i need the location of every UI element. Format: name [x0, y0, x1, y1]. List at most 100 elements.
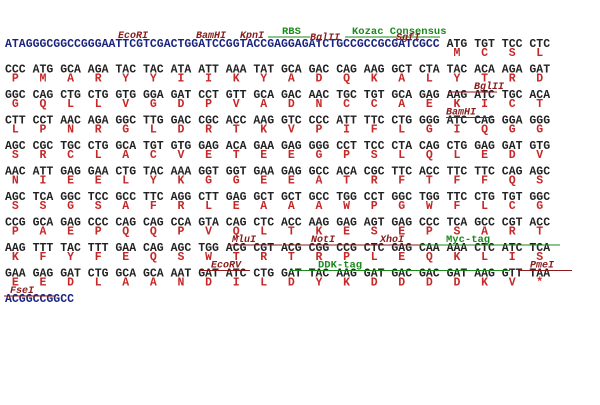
codon: GAG	[336, 217, 357, 230]
codon: GAA	[253, 140, 274, 153]
amino-acid: T	[536, 98, 543, 111]
codon: CCT	[198, 89, 219, 102]
amino-acid: E	[398, 251, 405, 264]
codon: GGA	[502, 115, 523, 128]
codon: GCA	[60, 64, 81, 77]
codon: AGC	[5, 140, 26, 153]
amino-acid: Y	[315, 277, 322, 290]
amino-acid: R	[260, 251, 267, 264]
amino-acid: E	[426, 98, 433, 111]
amino-acid: L	[398, 124, 405, 137]
codon: TGG	[198, 242, 219, 255]
codon: GAA	[253, 166, 274, 179]
codon: GTA	[198, 217, 219, 230]
codon: TGC	[60, 140, 81, 153]
amino-acid: E	[260, 175, 267, 188]
codon: ACC	[419, 166, 440, 179]
codon: TAC	[115, 64, 136, 77]
amino-acid: W	[343, 200, 350, 213]
amino-acid: T	[426, 175, 433, 188]
amino-acid: S	[12, 149, 19, 162]
codon: CAG	[226, 217, 247, 230]
amino-acid: S	[12, 200, 19, 213]
codon: GGC	[60, 191, 81, 204]
codon: GAT	[502, 140, 523, 153]
amino-acid: Y	[122, 73, 129, 86]
codon: CAG	[143, 217, 164, 230]
codon: CTC	[529, 38, 550, 51]
codon: CTG	[88, 140, 109, 153]
amino-acid: A	[122, 277, 129, 290]
amino-acid: L	[12, 124, 19, 137]
amino-acid: V	[122, 98, 129, 111]
codon: TCC	[502, 38, 523, 51]
codon: ATT	[198, 64, 219, 77]
codon: CTT	[5, 115, 26, 128]
amino-acid: M	[39, 73, 46, 86]
codon: CCG	[5, 217, 26, 230]
amino-acid: E	[343, 226, 350, 239]
codon: GCA	[253, 89, 274, 102]
codon: AGC	[171, 242, 192, 255]
amino-acid: C	[371, 98, 378, 111]
amino-acid: E	[398, 226, 405, 239]
codon: GAG	[198, 140, 219, 153]
feature-label: BglII	[474, 81, 504, 93]
amino-acid: Q	[509, 175, 516, 188]
codon: GAC	[281, 89, 302, 102]
dna-sequence: ATAGGGCGGCCGGGAATTCGTCGACTGGATCCGGTACCGA…	[5, 38, 440, 51]
amino-acid: E	[288, 149, 295, 162]
amino-acid: F	[150, 200, 157, 213]
codon: GTC	[281, 115, 302, 128]
amino-acid: A	[122, 200, 129, 213]
codon: TCA	[447, 217, 468, 230]
codon: TTC	[143, 191, 164, 204]
amino-acid: K	[453, 251, 460, 264]
codon: GCC	[115, 191, 136, 204]
amino-acid: C	[509, 200, 516, 213]
codon: GAC	[309, 64, 330, 77]
codon: GGG	[529, 115, 550, 128]
codon: CTG	[474, 191, 495, 204]
amino-acid: A	[260, 200, 267, 213]
codon: CGC	[33, 140, 54, 153]
amino-acid: K	[12, 251, 19, 264]
feature-label: BglII	[310, 32, 340, 44]
codon: GGC	[115, 115, 136, 128]
codon: CCC	[5, 64, 26, 77]
amino-acid: I	[343, 124, 350, 137]
codon: CCC	[419, 217, 440, 230]
amino-acid: R	[315, 251, 322, 264]
amino-acid: I	[205, 73, 212, 86]
amino-acid: R	[371, 175, 378, 188]
codon: AGA	[88, 115, 109, 128]
codon: AGA	[502, 64, 523, 77]
amino-acid: L	[205, 200, 212, 213]
codon: GTT	[226, 89, 247, 102]
amino-acid: E	[481, 149, 488, 162]
codon: CGC	[364, 166, 385, 179]
amino-acid: D	[315, 73, 322, 86]
codon: ACA	[226, 140, 247, 153]
amino-acid: I	[481, 98, 488, 111]
codon: TGT	[143, 140, 164, 153]
codon: ACA	[474, 64, 495, 77]
amino-acid: G	[536, 200, 543, 213]
codon: CTC	[253, 217, 274, 230]
codon: CAG	[336, 64, 357, 77]
codon: GCC	[309, 166, 330, 179]
amino-acid: Y	[150, 73, 157, 86]
amino-acid: R	[95, 73, 102, 86]
amino-acid: L	[371, 251, 378, 264]
feature-label: MluI	[231, 234, 256, 246]
codon: TGC	[502, 89, 523, 102]
codon: TAC	[60, 242, 81, 255]
amino-acid: S	[509, 47, 516, 60]
codon: CTG	[447, 140, 468, 153]
amino-acid: K	[481, 277, 488, 290]
codon: CAG	[143, 242, 164, 255]
amino-acid: L	[95, 149, 102, 162]
codon: AGT	[364, 217, 385, 230]
amino-acid: A	[398, 98, 405, 111]
codon: AAG	[364, 64, 385, 77]
